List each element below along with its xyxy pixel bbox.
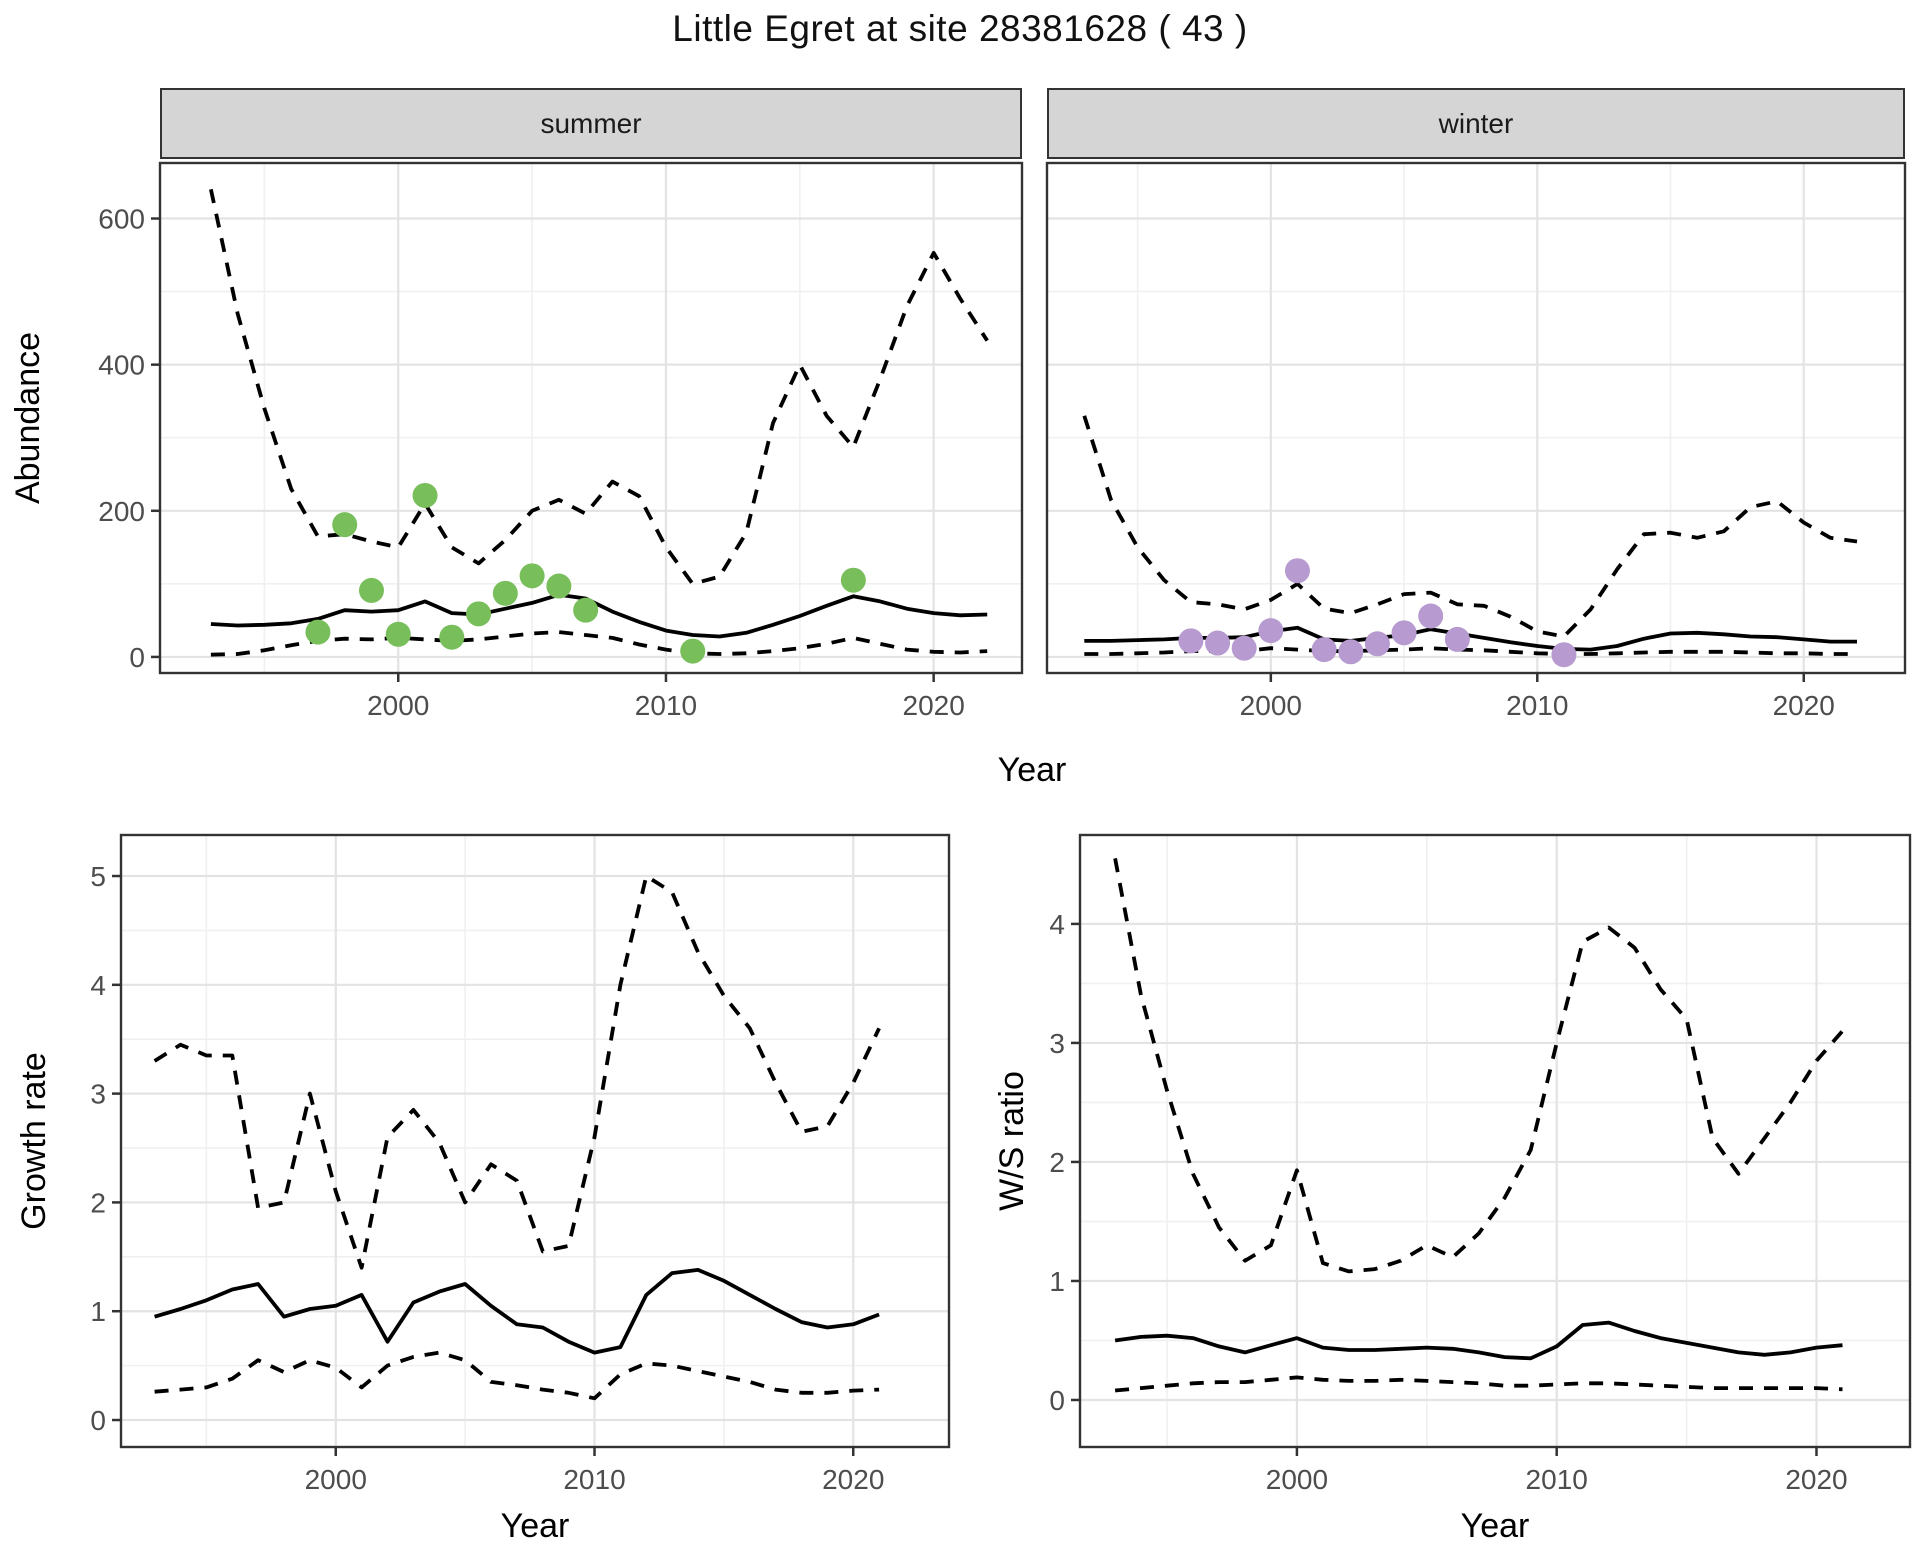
facet-strip-summer-label: summer: [540, 107, 642, 139]
winter-abundance-observation-point: [1205, 630, 1231, 656]
summer-abundance-observation-point: [439, 624, 465, 650]
winter-abundance-observation-point: [1418, 603, 1444, 629]
y-tick-label: 0: [1049, 1385, 1065, 1416]
winter-abundance-observation-point: [1391, 620, 1417, 646]
summer-abundance-observation-point: [358, 577, 384, 603]
winter-abundance-points: [1178, 558, 1577, 668]
y-tick-label: 1: [90, 1296, 106, 1327]
summer-abundance-observation-point: [466, 601, 492, 627]
summer-abundance-observation-point: [385, 621, 411, 647]
growth-rate-axis-ticks: 2000 2010 2020 0 1 2 3 4 5: [90, 861, 884, 1495]
y-tick-label: 200: [98, 496, 145, 527]
winter-abundance-observation-point: [1311, 637, 1337, 663]
facet-strip-winter-label: winter: [1438, 107, 1514, 139]
x-tick-label: 2020: [903, 690, 965, 721]
x-axis-label-abundance: Year: [997, 751, 1067, 789]
winter-abundance-observation-point: [1338, 639, 1364, 665]
winter-abundance-panel: 2000 2010 2020: [1045, 161, 1907, 721]
summer-abundance-observation-point: [332, 512, 358, 538]
y-tick-label: 400: [98, 350, 145, 381]
x-tick-label: 2020: [1785, 1464, 1847, 1495]
winter-abundance-axis-ticks: 2000 2010 2020: [1240, 673, 1835, 721]
major-gridlines: [121, 835, 949, 1447]
ws-ratio-median-line: [1114, 1320, 1843, 1361]
summer-abundance-median-line: [210, 592, 988, 639]
x-tick-label: 2020: [822, 1464, 884, 1495]
ws-ratio-lower_ci-line: [1114, 1375, 1843, 1393]
minor-gridlines: [1047, 163, 1905, 673]
y-tick-label: 3: [90, 1079, 106, 1110]
minor-gridlines: [1080, 835, 1910, 1447]
x-tick-label: 2010: [1506, 690, 1568, 721]
y-tick-label: 0: [90, 1405, 106, 1436]
major-gridlines: [1080, 835, 1910, 1447]
x-tick-label: 2010: [1526, 1464, 1588, 1495]
ws-ratio-panel: 2000 2010 2020 0 1 2 3 4: [1049, 833, 1912, 1495]
winter-abundance-observation-point: [1178, 628, 1204, 654]
x-tick-label: 2010: [563, 1464, 625, 1495]
summer-abundance-observation-point: [573, 597, 599, 623]
ws-ratio-upper_ci-line: [1113, 858, 1844, 1274]
major-gridlines: [1047, 163, 1905, 673]
ws-ratio-axis-ticks: 2000 2010 2020 0 1 2 3 4: [1049, 909, 1847, 1495]
x-tick-label: 2000: [367, 690, 429, 721]
ws-ratio-border: [1078, 833, 1912, 1449]
winter-abundance-observation-point: [1551, 642, 1577, 668]
x-tick-label: 2020: [1773, 690, 1835, 721]
x-axis-label-ws-ratio: Year: [1460, 1507, 1530, 1545]
growth-rate-upper_ci-line: [153, 874, 881, 1270]
winter-abundance-observation-point: [1284, 558, 1310, 584]
winter-abundance-upper_ci-line: [1082, 415, 1858, 639]
x-tick-label: 2010: [635, 690, 697, 721]
winter-abundance-observation-point: [1444, 626, 1470, 652]
winter-abundance-observation-point: [1231, 635, 1257, 661]
facet-strip-winter: winter: [1047, 88, 1905, 159]
minor-gridlines: [121, 835, 949, 1447]
summer-abundance-panel: 2000 2010 2020 0 200 400 600: [98, 161, 1024, 721]
winter-abundance-observation-point: [1364, 631, 1390, 657]
summer-abundance-observation-point: [840, 567, 866, 593]
x-axis-label-growth-rate: Year: [500, 1507, 570, 1545]
summer-abundance-lower_ci-line: [210, 630, 988, 657]
x-tick-label: 2000: [305, 1464, 367, 1495]
y-tick-label: 5: [90, 861, 106, 892]
summer-abundance-axis-ticks: 2000 2010 2020 0 200 400 600: [98, 204, 965, 721]
minor-gridlines: [160, 163, 1022, 673]
summer-abundance-observation-point: [519, 563, 545, 589]
summer-abundance-observation-point: [492, 580, 518, 606]
y-tick-label: 2: [90, 1187, 106, 1218]
growth-rate-border: [119, 833, 951, 1449]
winter-abundance-border: [1045, 161, 1907, 675]
summer-abundance-points: [305, 482, 866, 664]
growth-rate-lower_ci-line: [154, 1350, 880, 1401]
growth-rate-median-line: [154, 1268, 880, 1355]
y-tick-label: 4: [90, 970, 106, 1001]
y-tick-label: 4: [1049, 909, 1065, 940]
summer-abundance-observation-point: [546, 573, 572, 599]
summer-abundance-observation-point: [412, 482, 438, 508]
chart-title: Little Egret at site 28381628 ( 43 ): [672, 8, 1248, 49]
facet-strip-summer: summer: [160, 88, 1022, 159]
winter-abundance-observation-point: [1258, 618, 1284, 644]
summer-abundance-observation-point: [680, 638, 706, 664]
y-tick-label: 0: [129, 642, 145, 673]
y-tick-label: 2: [1049, 1147, 1065, 1178]
y-tick-label: 3: [1049, 1028, 1065, 1059]
x-tick-label: 2000: [1266, 1464, 1328, 1495]
y-tick-label: 1: [1049, 1266, 1065, 1297]
growth-rate-panel: 2000 2010 2020 0 1 2 3 4 5: [90, 833, 951, 1495]
summer-abundance-border: [158, 161, 1024, 675]
summer-abundance-observation-point: [305, 619, 331, 645]
y-tick-label: 600: [98, 204, 145, 235]
x-tick-label: 2000: [1240, 690, 1302, 721]
